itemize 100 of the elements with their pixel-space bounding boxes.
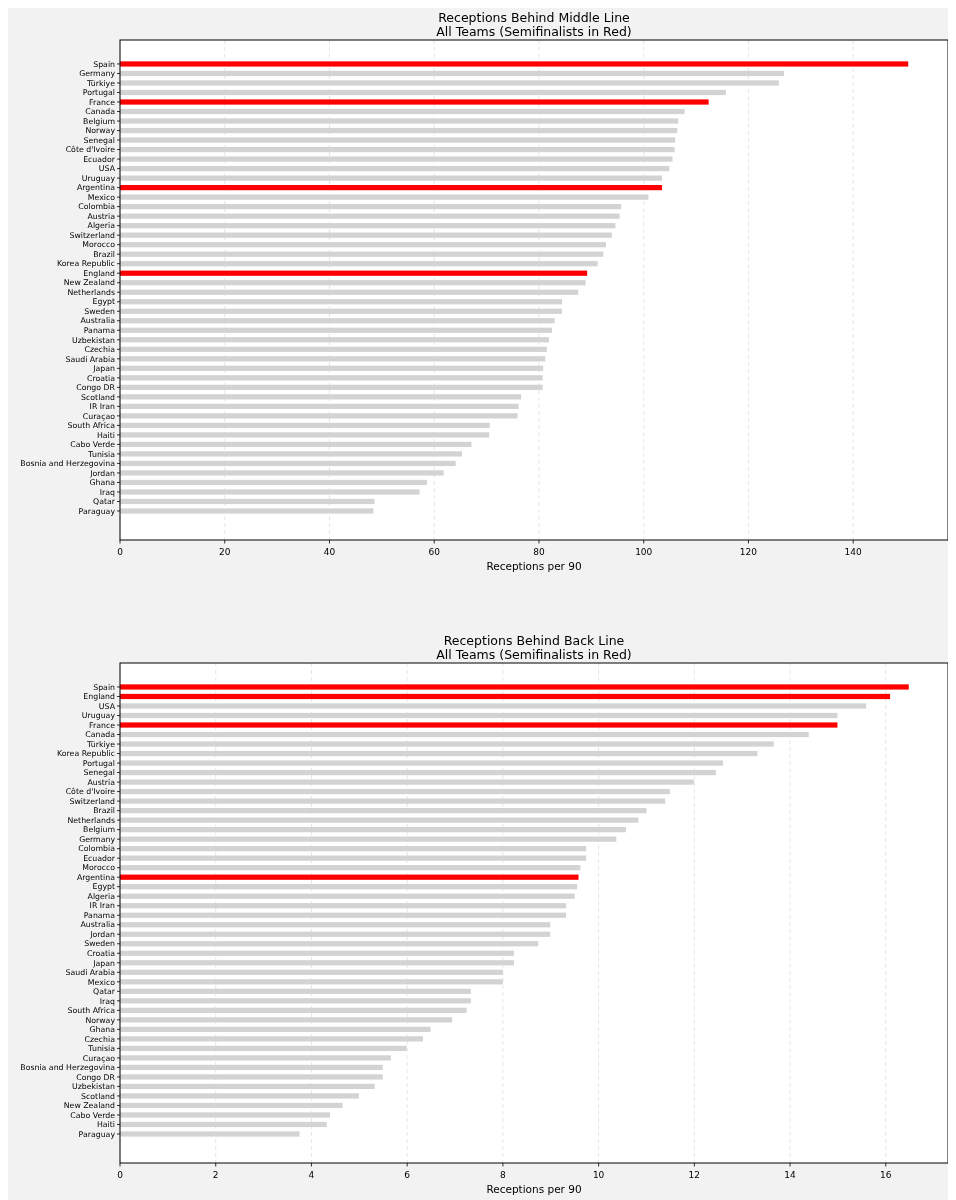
bar [120,89,726,96]
x-tick-label: 14 [784,1170,797,1180]
bar [120,356,546,362]
bar [120,185,663,191]
chart-title: Receptions Behind Middle Line [438,10,631,25]
bar [120,1121,327,1128]
x-tick-label: 0 [117,1170,124,1180]
bar [120,798,666,804]
x-tick-label: 80 [533,547,545,557]
bar [120,261,598,267]
bar [120,893,575,899]
bar [120,693,891,700]
bar [120,394,522,400]
bar [120,1064,383,1071]
x-tick-label: 40 [323,547,336,557]
bar [120,1102,343,1109]
bar [120,1093,359,1099]
bar [120,1112,331,1118]
bar [120,779,694,785]
x-tick-label: 120 [739,547,758,557]
bar [120,384,543,390]
bar [120,1045,407,1052]
x-tick-label: 0 [117,547,124,557]
x-tick-label: 8 [500,1170,507,1180]
bar [120,817,639,823]
bar [120,337,549,343]
bar [120,931,551,937]
bar [120,1074,383,1080]
x-axis-title: Receptions per 90 [486,1183,582,1195]
bar [120,137,676,143]
bar [120,470,444,476]
bar [120,156,673,162]
bar [120,61,909,67]
bar [120,280,586,286]
bar [120,251,604,257]
x-tick-label: 20 [219,547,231,557]
x-tick-label: 6 [404,1170,411,1180]
bar [120,1131,300,1137]
x-tick-label: 100 [635,547,653,557]
bar [120,855,587,861]
bar [120,769,716,776]
bar [120,70,785,77]
x-tick-label: 10 [592,1170,605,1180]
bar [120,1017,453,1023]
bar [120,432,490,438]
bar [120,194,649,200]
bar [120,451,462,457]
bar [120,998,471,1004]
bar [120,941,539,947]
bar [120,375,543,381]
bar [120,1083,375,1090]
bar [120,1007,467,1013]
bar [120,750,758,757]
bar [120,722,838,728]
chart-title: Receptions Behind Back Line [443,633,625,648]
bar [120,346,547,352]
bar [120,979,503,985]
bar [120,498,375,505]
bar [120,836,617,842]
bar [120,788,670,795]
bar [120,741,774,747]
bar [120,827,626,833]
bar [120,460,456,467]
x-tick-label: 16 [880,1170,892,1180]
bar [120,950,514,956]
bar [120,204,622,210]
bar [120,441,472,448]
bar [120,479,427,486]
bar [120,703,867,709]
bar [120,232,612,238]
bar [120,684,909,690]
bar [120,489,420,495]
bar [120,413,518,419]
bar [120,242,607,248]
bar [120,912,567,918]
bar [120,969,503,975]
x-tick-label: 2 [212,1170,219,1180]
bar [120,731,809,738]
bar [120,922,551,928]
bar [120,299,563,305]
bar [120,213,620,219]
bar [120,146,675,153]
bar [120,165,670,172]
bar [120,508,374,514]
bar [120,1026,431,1032]
bar [120,289,579,295]
bar [120,127,678,134]
bar [120,403,519,409]
bar [120,223,616,229]
bar [120,118,679,124]
bar [120,988,471,994]
bar [120,108,685,115]
bar [120,175,663,181]
chart-subtitle: All Teams (Semifinalists in Red) [436,647,632,662]
bar [120,80,779,86]
x-tick-label: 140 [844,547,863,557]
bar [120,903,567,909]
bar [120,308,563,314]
x-tick-label: 12 [688,1170,701,1180]
bar [120,99,709,105]
